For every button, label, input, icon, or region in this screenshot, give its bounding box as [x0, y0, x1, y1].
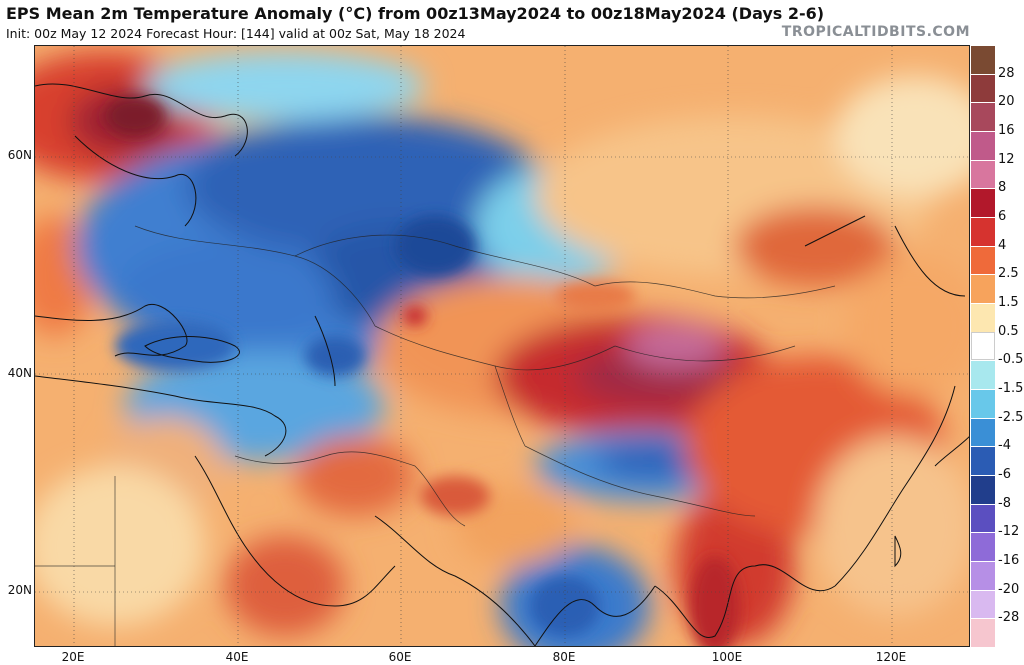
lon-label-120e: 120E	[875, 650, 907, 664]
colorbar-tick-label: -12	[998, 524, 1020, 540]
colorbar-swatch	[971, 303, 995, 332]
colorbar-tick-label: -20	[998, 581, 1020, 597]
anomaly-field-detail	[105, 96, 740, 646]
lat-label-40n: 40N	[7, 366, 32, 380]
lon-label-20e: 20E	[61, 650, 85, 664]
colorbar-tick-label: -6	[998, 467, 1011, 482]
temperature-anomaly-map	[34, 45, 970, 647]
colorbar-swatch	[971, 274, 995, 303]
coastlines	[35, 83, 969, 646]
colorbar-swatch	[971, 589, 995, 619]
colorbar-tick-label: 20	[998, 94, 1015, 110]
colorbar-swatch	[971, 561, 995, 590]
colorbar-swatch	[971, 360, 995, 389]
lon-label-80e: 80E	[552, 650, 576, 664]
colorbar-swatch	[971, 532, 995, 561]
colorbar-tick-label: 2.5	[998, 266, 1019, 282]
lat-label-20n: 20N	[7, 583, 32, 597]
colorbar-tick-label: -8	[998, 495, 1011, 511]
graticule	[35, 46, 969, 646]
map-canvas	[35, 46, 969, 646]
colorbar-swatch	[971, 503, 995, 533]
colorbar-swatch	[971, 73, 995, 103]
colorbar-swatch	[971, 475, 995, 504]
lon-label-100e: 100E	[711, 650, 743, 664]
colorbar-tick-label: -2.5	[998, 409, 1024, 425]
colorbar-swatch	[971, 446, 995, 475]
colorbar-swatch	[971, 331, 995, 361]
colorbar-tick-label: -1.5	[998, 381, 1024, 396]
colorbar-swatch	[971, 188, 995, 217]
colorbar-tick-label: -16	[998, 553, 1020, 568]
colorbar-tick-label: 28	[998, 65, 1015, 81]
colorbar-tick-label: -0.5	[998, 352, 1024, 368]
country-borders	[35, 225, 836, 646]
colorbar-swatch	[971, 245, 995, 275]
colorbar-swatch	[971, 417, 995, 447]
colorbar-swatch	[971, 159, 995, 189]
lon-label-60e: 60E	[388, 650, 412, 664]
colorbar-tick-label: 0.5	[998, 323, 1019, 339]
colorbar-tick-label: 16	[998, 123, 1015, 138]
colorbar-tick-label: -4	[998, 438, 1011, 454]
colorbar-tick-label: 6	[998, 209, 1007, 224]
colorbar-tick-label: 8	[998, 180, 1007, 196]
colorbar-swatch	[971, 618, 995, 647]
colorbar-swatch	[971, 131, 995, 160]
lon-label-40e: 40E	[225, 650, 249, 664]
colorbar-swatch	[971, 389, 995, 418]
site-brand: TROPICALTIDBITS.COM	[781, 24, 970, 40]
lat-label-60n: 60N	[7, 148, 32, 162]
colorbar-tick-label: 1.5	[998, 295, 1019, 310]
colorbar-swatch	[971, 45, 995, 74]
map-subtitle: Init: 00z May 12 2024 Forecast Hour: [14…	[6, 26, 466, 41]
colorbar-tick-label: 4	[998, 237, 1007, 253]
map-title: EPS Mean 2m Temperature Anomaly (°C) fro…	[6, 4, 825, 23]
colorbar-legend: 28 20 16 12 8 6 4 2.5 1.5 0.5 -0.5 -1.5 -2.5 -4 -6 -8 -1…	[971, 45, 1024, 647]
colorbar-tick-label: 12	[998, 151, 1015, 167]
colorbar-swatch	[971, 102, 995, 131]
colorbar-swatch	[971, 217, 995, 246]
colorbar-tick-label: -28	[998, 610, 1020, 626]
